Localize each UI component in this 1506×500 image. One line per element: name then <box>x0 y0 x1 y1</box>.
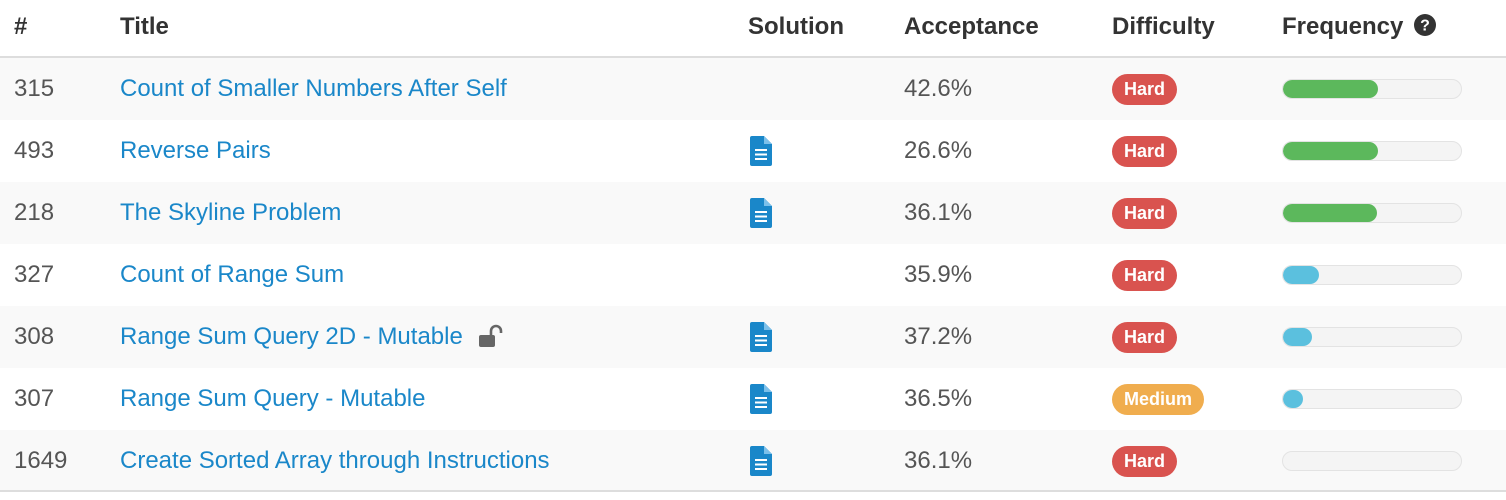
lock-icon <box>477 324 503 350</box>
solution-cell <box>750 120 772 182</box>
frequency-bar-fill <box>1283 142 1378 160</box>
frequency-bar <box>1282 203 1462 223</box>
problem-title-link[interactable]: The Skyline Problem <box>120 199 342 226</box>
difficulty-badge: Hard <box>1112 73 1178 105</box>
acceptance-rate: 36.1% <box>904 199 973 226</box>
problem-number: 218 <box>14 199 55 226</box>
frequency-bar-fill <box>1283 390 1303 408</box>
table-row: 218 The Skyline Problem 36.1% Hard <box>0 182 1506 244</box>
column-header-frequency[interactable]: Frequency? <box>1282 12 1437 42</box>
column-header-title[interactable]: Title <box>120 13 169 40</box>
solution-cell <box>750 306 772 368</box>
frequency-cell <box>1282 368 1462 430</box>
problem-title-link[interactable]: Count of Smaller Numbers After Self <box>120 75 507 102</box>
table-row: 327 Count of Range Sum 35.9% Hard <box>0 244 1506 306</box>
table-header: # Title Solution Acceptance Difficulty F… <box>0 0 1506 58</box>
table-row: 315 Count of Smaller Numbers After Self 42… <box>0 58 1506 120</box>
frequency-bar <box>1282 327 1462 347</box>
difficulty-cell: Hard <box>1112 244 1178 306</box>
frequency-bar-fill <box>1283 204 1377 222</box>
solution-document-icon[interactable] <box>750 322 772 352</box>
frequency-cell <box>1282 182 1462 244</box>
frequency-bar <box>1282 141 1462 161</box>
problem-title-link[interactable]: Count of Range Sum <box>120 261 345 288</box>
frequency-header-label: Frequency <box>1282 13 1404 40</box>
frequency-cell <box>1282 306 1462 368</box>
table-body: 315 Count of Smaller Numbers After Self 42… <box>0 58 1506 492</box>
problem-title-cell: Reverse Pairs <box>120 120 271 182</box>
problem-title-cell: Count of Smaller Numbers After Self <box>120 58 507 120</box>
column-header-difficulty[interactable]: Difficulty <box>1112 13 1215 40</box>
problem-title-cell: Range Sum Query - Mutable <box>120 368 425 430</box>
problem-number: 308 <box>14 323 55 350</box>
difficulty-cell: Hard <box>1112 430 1178 492</box>
frequency-bar <box>1282 265 1462 285</box>
column-header-acceptance[interactable]: Acceptance <box>904 13 1039 40</box>
difficulty-cell: Hard <box>1112 306 1178 368</box>
frequency-bar-fill <box>1283 328 1312 346</box>
frequency-cell <box>1282 430 1462 492</box>
difficulty-badge: Hard <box>1112 135 1178 167</box>
difficulty-cell: Hard <box>1112 182 1178 244</box>
table-row: 493 Reverse Pairs 26.6% Hard <box>0 120 1506 182</box>
frequency-bar-fill <box>1283 80 1378 98</box>
problem-number: 307 <box>14 385 55 412</box>
problem-title-link[interactable]: Create Sorted Array through Instructions <box>120 447 550 474</box>
table-row: 1649 Create Sorted Array through Instruct… <box>0 430 1506 492</box>
frequency-cell <box>1282 58 1462 120</box>
table-row: 307 Range Sum Query - Mutable 36.5% Medium <box>0 368 1506 430</box>
problem-title-link[interactable]: Reverse Pairs <box>120 137 271 164</box>
difficulty-cell: Medium <box>1112 368 1205 430</box>
problem-title-cell: Count of Range Sum <box>120 244 344 306</box>
problem-number: 493 <box>14 137 55 164</box>
acceptance-rate: 35.9% <box>904 261 973 288</box>
frequency-bar <box>1282 79 1462 99</box>
solution-document-icon[interactable] <box>750 446 772 476</box>
problem-title-link[interactable]: Range Sum Query - Mutable <box>120 385 426 412</box>
frequency-bar-fill <box>1283 266 1319 284</box>
acceptance-rate: 26.6% <box>904 137 973 164</box>
difficulty-badge: Medium <box>1112 383 1205 415</box>
problem-number: 1649 <box>14 447 68 474</box>
acceptance-rate: 36.1% <box>904 447 973 474</box>
question-circle-icon[interactable]: ? <box>1413 13 1437 37</box>
difficulty-badge: Hard <box>1112 445 1178 477</box>
problem-title-cell: The Skyline Problem <box>120 182 341 244</box>
frequency-bar <box>1282 451 1462 471</box>
acceptance-rate: 36.5% <box>904 385 973 412</box>
solution-document-icon[interactable] <box>750 198 772 228</box>
solution-document-icon[interactable] <box>750 136 772 166</box>
solution-cell <box>750 430 772 492</box>
frequency-cell <box>1282 244 1462 306</box>
acceptance-rate: 37.2% <box>904 323 973 350</box>
difficulty-cell: Hard <box>1112 58 1178 120</box>
column-header-number[interactable]: # <box>14 13 28 40</box>
problem-title-link[interactable]: Range Sum Query 2D - Mutable <box>120 323 463 350</box>
problem-number: 315 <box>14 75 55 102</box>
solution-cell <box>750 368 772 430</box>
column-header-solution[interactable]: Solution <box>748 13 844 40</box>
frequency-cell <box>1282 120 1462 182</box>
problem-number: 327 <box>14 261 55 288</box>
difficulty-cell: Hard <box>1112 120 1178 182</box>
frequency-bar <box>1282 389 1462 409</box>
acceptance-rate: 42.6% <box>904 75 973 102</box>
problem-title-cell: Create Sorted Array through Instructions <box>120 430 550 492</box>
problem-title-cell: Range Sum Query 2D - Mutable <box>120 306 503 368</box>
difficulty-badge: Hard <box>1112 321 1178 353</box>
table-row: 308 Range Sum Query 2D - Mutable 37.2% Hard <box>0 306 1506 368</box>
solution-cell <box>750 182 772 244</box>
solution-document-icon[interactable] <box>750 384 772 414</box>
svg-text:?: ? <box>1420 18 1430 35</box>
difficulty-badge: Hard <box>1112 259 1178 291</box>
difficulty-badge: Hard <box>1112 197 1178 229</box>
